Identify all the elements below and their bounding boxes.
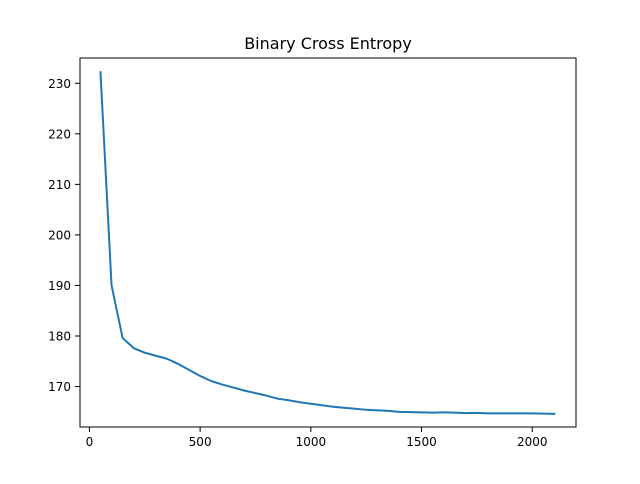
x-tick-label: 1500 [406, 435, 437, 449]
y-tick-label: 220 [48, 127, 71, 141]
x-tick-label: 1000 [296, 435, 327, 449]
y-tick-label: 190 [48, 279, 71, 293]
plot-frame [79, 57, 577, 428]
y-tick-label: 230 [48, 77, 71, 91]
series-line [99, 71, 556, 415]
x-tick-label: 0 [86, 435, 94, 449]
x-tick-label: 500 [189, 435, 212, 449]
plot-area [99, 71, 556, 415]
x-axis: 0 500 1000 1500 2000 [86, 427, 548, 449]
y-tick-label: 210 [48, 178, 71, 192]
y-tick-label: 170 [48, 380, 71, 394]
x-tick-label: 2000 [517, 435, 548, 449]
chart-title: Binary Cross Entropy [244, 34, 412, 53]
y-axis: 170 180 190 200 210 220 230 [48, 77, 80, 394]
y-tick-label: 180 [48, 330, 71, 344]
y-tick-label: 200 [48, 228, 71, 242]
